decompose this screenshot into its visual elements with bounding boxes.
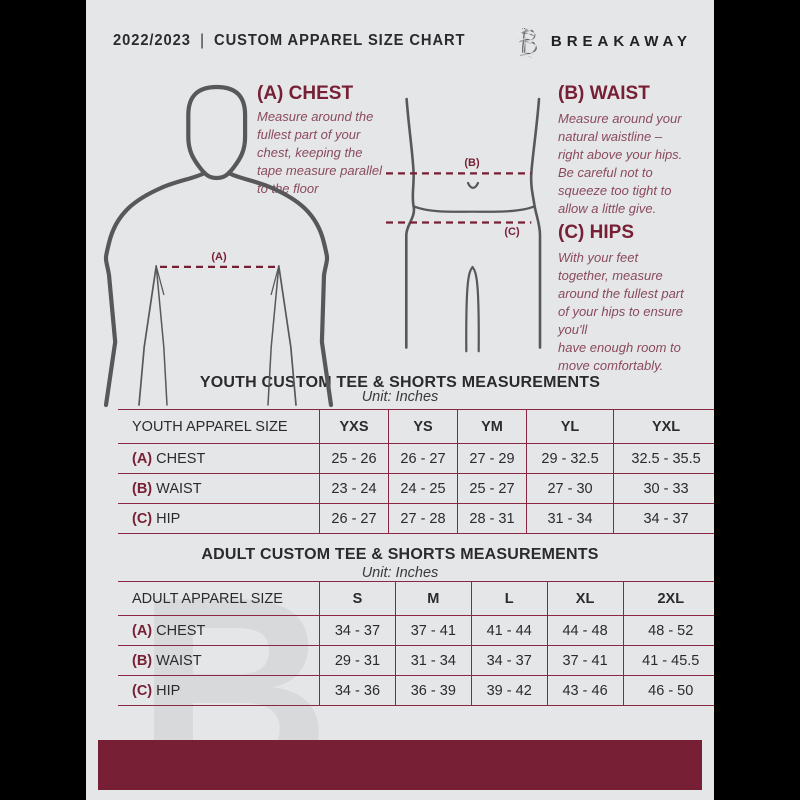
svg-text:(A): (A): [211, 251, 227, 263]
svg-text:(B): (B): [464, 157, 480, 169]
svg-text:(C): (C): [504, 226, 520, 238]
